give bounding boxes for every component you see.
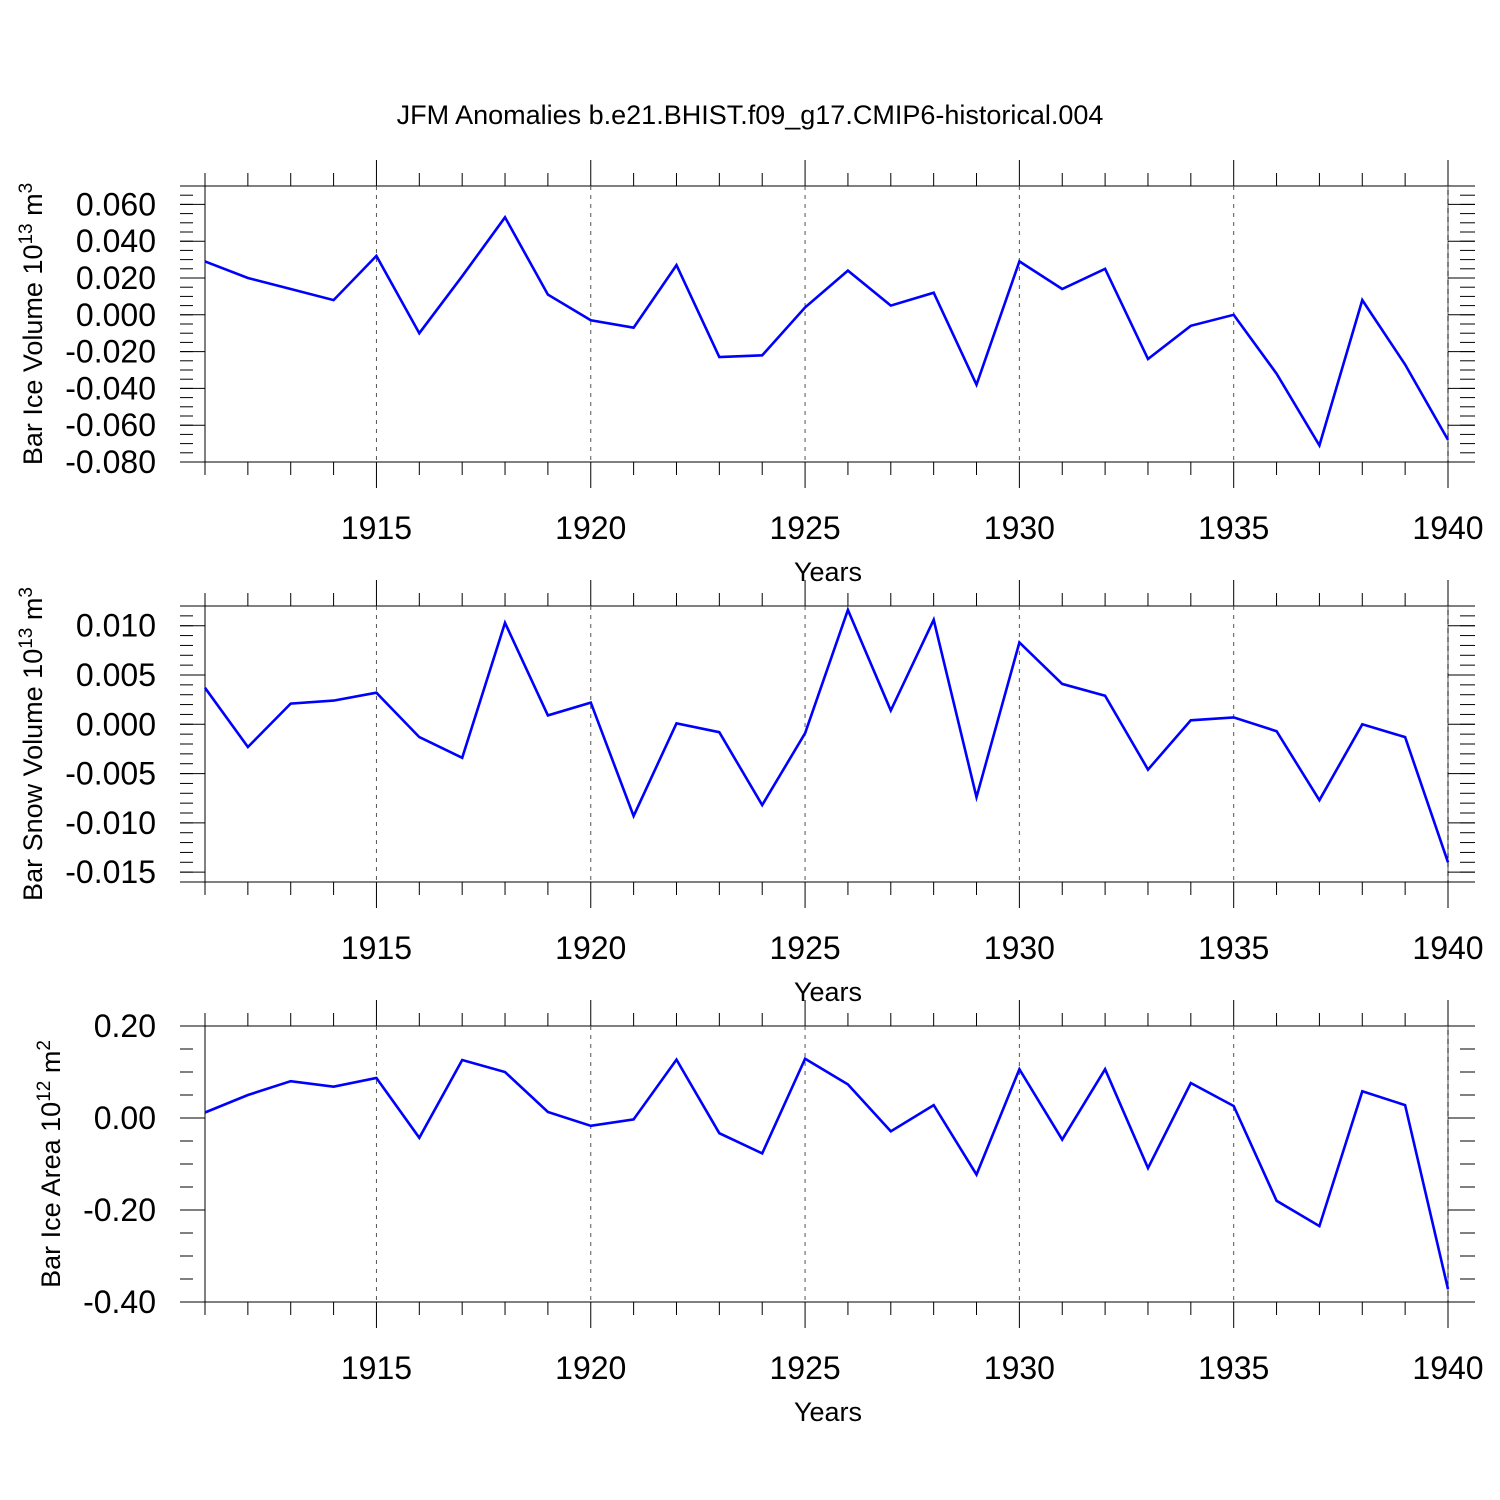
- x-tick-label: 1915: [341, 510, 412, 546]
- panels: 1915 1920 1925 1930 1935 1940Years0.0600.0400…: [16, 160, 1484, 1427]
- y-tick-label: -0.020: [65, 334, 156, 370]
- y-axis-title-superscript: 3: [16, 587, 37, 598]
- y-axis-title: Bar Ice Volume 1013 m3: [16, 183, 48, 465]
- x-tick-label: 1925: [769, 510, 840, 546]
- y-axis-title-superscript: 13: [16, 628, 37, 649]
- y-axis-title-part: Bar Snow Volume 10: [18, 649, 48, 901]
- chart-title: JFM Anomalies b.e21.BHIST.f09_g17.CMIP6-…: [397, 100, 1104, 130]
- y-axis-title: Bar Snow Volume 1013 m3: [16, 587, 48, 901]
- y-tick-label: 0.020: [76, 260, 156, 296]
- y-tick-label: 0.000: [76, 297, 156, 333]
- y-tick-label: -0.040: [65, 370, 156, 406]
- y-tick-label: 0.040: [76, 223, 156, 259]
- x-tick-label: 1935: [1198, 1350, 1269, 1386]
- y-tick-label: -0.20: [83, 1192, 156, 1228]
- y-tick-label: 0.010: [76, 608, 156, 644]
- y-tick-label: -0.005: [65, 756, 156, 792]
- x-tick-label: 1925: [769, 930, 840, 966]
- panel-1: 1915 1920 1925 1930 1935 1940Years0.0600.0400…: [16, 160, 1484, 587]
- x-tick-label: 1930: [984, 930, 1055, 966]
- panel-3: 1915 1920 1925 1930 1935 1940 Years 0.20 0.00 -0.…: [34, 1000, 1484, 1427]
- x-axis-title: Years: [794, 1397, 862, 1427]
- y-axis-title-superscript: 13: [16, 223, 37, 244]
- y-axis-title-part: Bar Ice Area 10: [36, 1102, 66, 1288]
- y-axis-title-part: m: [36, 1051, 66, 1081]
- y-axis-title-superscript: 3: [16, 183, 37, 194]
- y-tick-label: 0.00: [94, 1100, 156, 1136]
- y-axis-title: Bar Ice Area 1012 m2: [34, 1040, 66, 1288]
- series-line: [204, 214, 1450, 449]
- y-tick-label: 0.20: [94, 1008, 156, 1044]
- y-tick-label: 0.000: [76, 706, 156, 742]
- y-tick-label: 0.005: [76, 657, 156, 693]
- y-axis-title-superscript: 2: [34, 1040, 55, 1051]
- x-tick-label: 1920: [555, 510, 626, 546]
- x-tick-label: 1940: [1412, 510, 1483, 546]
- x-axis-title: Years: [794, 557, 862, 587]
- y-tick-label: 0.060: [76, 186, 156, 222]
- x-tick-label: 1915: [341, 1350, 412, 1386]
- panel-2: 1915 1920 1925 1930 1935 1940 Years 0.010 0.005 0…: [16, 580, 1484, 1007]
- x-tick-label: 1940: [1412, 1350, 1483, 1386]
- x-tick-label: 1935: [1198, 930, 1269, 966]
- x-tick-label: 1915: [341, 930, 412, 966]
- x-tick-label: 1920: [555, 930, 626, 966]
- x-tick-label: 1930: [984, 510, 1055, 546]
- x-tick-label: 1930: [984, 1350, 1055, 1386]
- series-line: [204, 1056, 1450, 1290]
- y-tick-label: -0.060: [65, 407, 156, 443]
- y-tick-label: -0.40: [83, 1284, 156, 1320]
- x-axis-title: Years: [794, 977, 862, 1007]
- x-tick-label: 1925: [769, 1350, 840, 1386]
- x-tick-label: 1920: [555, 1350, 626, 1386]
- x-tick-label: 1940: [1412, 930, 1483, 966]
- y-tick-label: -0.080: [65, 444, 156, 480]
- x-tick-label: 1935: [1198, 510, 1269, 546]
- y-tick-label: -0.015: [65, 854, 156, 890]
- y-axis-title-part: m: [18, 193, 48, 223]
- series-line: [203, 606, 1450, 863]
- y-axis-title-part: Bar Ice Volume 10: [18, 245, 48, 466]
- y-axis-title-superscript: 12: [34, 1081, 55, 1102]
- y-tick-label: -0.010: [65, 805, 156, 841]
- y-axis-title-part: m: [18, 598, 48, 628]
